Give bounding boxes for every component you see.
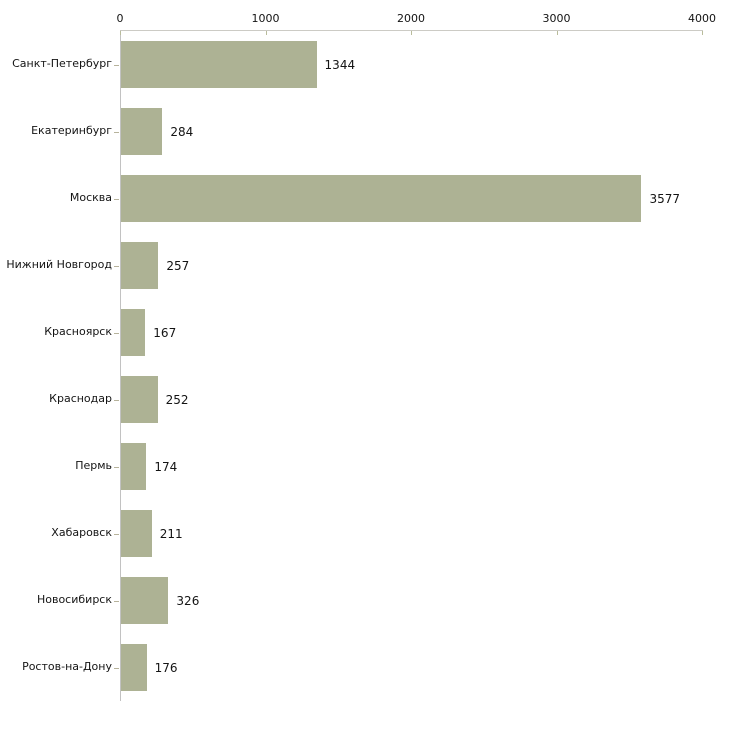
y-tick-mark [114,332,119,334]
bar-row: 211 [114,500,703,567]
bar [121,242,159,289]
category-row: Красноярск [0,298,112,365]
bar-value-label: 1344 [324,57,356,72]
category-label: Краснодар [49,392,112,405]
category-label: Красноярск [44,325,112,338]
plot-area: 1344 284 3577 257 167 252 174 211 326 176 [114,30,703,701]
category-label: Хабаровск [51,526,112,539]
x-tick-mark [556,31,558,35]
x-tick-label: 3000 [542,12,571,25]
bar-value-label: 252 [165,392,189,407]
x-tick-mark [120,31,121,35]
bar-row: 174 [114,433,703,500]
category-label: Москва [69,191,112,204]
y-tick-mark [114,466,119,468]
bar-row: 284 [114,98,703,165]
category-row: Хабаровск [0,499,112,566]
y-tick-mark [114,667,119,669]
category-row: Ростов-на-Дону [0,633,112,700]
x-axis-labels: 0 1000 2000 3000 4000 [116,12,717,28]
y-tick-mark [114,399,119,401]
bar [121,644,147,691]
y-tick-mark [114,533,119,535]
y-axis-labels: Санкт-Петербург Екатеринбург Москва Нижний … [0,30,112,700]
bar-row: 176 [114,634,703,701]
category-label: Новосибирск [36,593,112,606]
category-row: Новосибирск [0,566,112,633]
bar-row: 167 [114,299,703,366]
bar-value-label: 211 [159,526,183,541]
bar-value-label: 167 [153,325,177,340]
category-label: Екатеринбург [31,124,112,137]
category-label: Ростов-на-Дону [22,660,112,673]
x-tick-mark [411,31,412,35]
bar [121,175,642,222]
bar-value-label: 176 [154,660,178,675]
bar-value-label: 174 [154,459,178,474]
category-row: Нижний Новгород [0,231,112,298]
bar [121,510,152,557]
x-tick-label: 4000 [688,12,716,25]
x-tick-mark [702,31,703,35]
bar-row: 1344 [114,31,703,98]
bar-row: 326 [114,567,703,634]
x-tick-label: 0 [116,12,124,25]
x-tick-label: 1000 [251,12,280,25]
category-row: Санкт-Петербург [0,30,112,97]
bar-value-label: 3577 [649,191,680,206]
category-label: Пермь [75,459,112,472]
bar-row: 257 [114,232,703,299]
x-tick-label: 2000 [397,12,425,25]
y-tick-mark [114,265,119,267]
category-row: Пермь [0,432,112,499]
bar [121,41,317,88]
category-row: Москва [0,164,112,231]
bar [121,376,158,423]
bar-row: 252 [114,366,703,433]
category-row: Краснодар [0,365,112,432]
bar [121,443,147,490]
y-tick-mark [114,64,119,66]
category-row: Екатеринбург [0,97,112,164]
category-label: Нижний Новгород [6,258,112,271]
category-label: Санкт-Петербург [12,57,112,70]
bar-row: 3577 [114,165,703,232]
x-tick-mark [265,31,267,35]
bar-value-label: 326 [176,593,200,608]
bar-value-label: 284 [170,124,194,139]
bar [121,309,146,356]
bar [121,577,169,624]
bar [121,108,163,155]
bar-value-label: 257 [166,258,190,273]
y-tick-mark [114,198,119,200]
y-tick-mark [114,131,119,133]
y-tick-mark [114,600,119,602]
